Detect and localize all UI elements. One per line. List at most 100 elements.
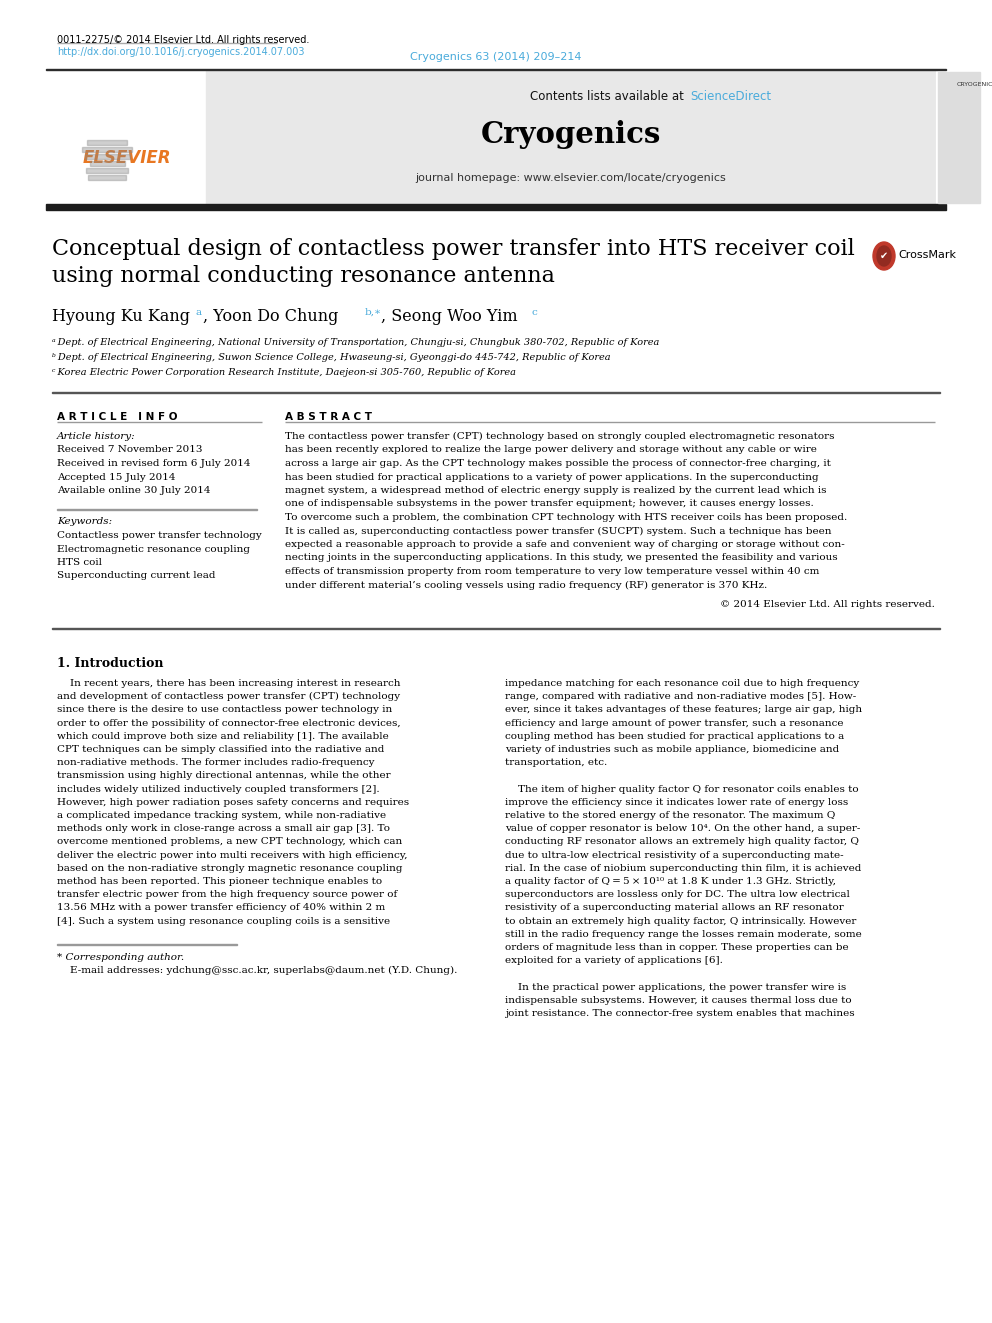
- Text: Received 7 November 2013: Received 7 November 2013: [57, 446, 202, 455]
- Text: However, high power radiation poses safety concerns and requires: However, high power radiation poses safe…: [57, 798, 409, 807]
- Text: ᶜ Korea Electric Power Corporation Research Institute, Daejeon-si 305-760, Repub: ᶜ Korea Electric Power Corporation Resea…: [52, 368, 516, 377]
- Text: It is called as, superconducting contactless power transfer (SUCPT) system. Such: It is called as, superconducting contact…: [285, 527, 831, 536]
- Text: Accepted 15 July 2014: Accepted 15 July 2014: [57, 472, 176, 482]
- Text: conducting RF resonator allows an extremely high quality factor, Q: conducting RF resonator allows an extrem…: [505, 837, 859, 847]
- Text: , Yoon Do Chung: , Yoon Do Chung: [203, 308, 338, 325]
- Text: © 2014 Elsevier Ltd. All rights reserved.: © 2014 Elsevier Ltd. All rights reserved…: [720, 601, 935, 609]
- Text: To overcome such a problem, the combination CPT technology with HTS receiver coi: To overcome such a problem, the combinat…: [285, 513, 847, 523]
- Text: methods only work in close-range across a small air gap [3]. To: methods only work in close-range across …: [57, 824, 390, 833]
- Text: The item of higher quality factor Q for resonator coils enables to: The item of higher quality factor Q for …: [505, 785, 859, 794]
- Text: variety of industries such as mobile appliance, biomedicine and: variety of industries such as mobile app…: [505, 745, 839, 754]
- Text: 1. Introduction: 1. Introduction: [57, 658, 164, 669]
- Text: relative to the stored energy of the resonator. The maximum Q: relative to the stored energy of the res…: [505, 811, 835, 820]
- Text: A R T I C L E   I N F O: A R T I C L E I N F O: [57, 411, 178, 422]
- Text: b,∗: b,∗: [365, 308, 382, 318]
- Text: coupling method has been studied for practical applications to a: coupling method has been studied for pra…: [505, 732, 844, 741]
- Text: magnet system, a widespread method of electric energy supply is realized by the : magnet system, a widespread method of el…: [285, 486, 826, 495]
- Text: and development of contactless power transfer (CPT) technology: and development of contactless power tra…: [57, 692, 400, 701]
- Text: method has been reported. This pioneer technique enables to: method has been reported. This pioneer t…: [57, 877, 382, 886]
- Ellipse shape: [873, 242, 895, 270]
- Text: ScienceDirect: ScienceDirect: [690, 90, 771, 103]
- Text: includes widely utilized inductively coupled transformers [2].: includes widely utilized inductively cou…: [57, 785, 380, 794]
- Text: Superconducting current lead: Superconducting current lead: [57, 572, 215, 581]
- Bar: [46, 69, 946, 70]
- Text: which could improve both size and reliability [1]. The available: which could improve both size and reliab…: [57, 732, 389, 741]
- Text: due to ultra-low electrical resistivity of a superconducting mate-: due to ultra-low electrical resistivity …: [505, 851, 843, 860]
- Text: overcome mentioned problems, a new CPT technology, which can: overcome mentioned problems, a new CPT t…: [57, 837, 402, 847]
- Text: exploited for a variety of applications [6].: exploited for a variety of applications …: [505, 957, 723, 966]
- Text: ELSEVIER: ELSEVIER: [82, 149, 172, 167]
- Text: joint resistance. The connector-free system enables that machines: joint resistance. The connector-free sys…: [505, 1009, 855, 1017]
- Text: still in the radio frequency range the losses remain moderate, some: still in the radio frequency range the l…: [505, 930, 862, 939]
- Bar: [88, 175, 126, 180]
- Text: In recent years, there has been increasing interest in research: In recent years, there has been increasi…: [57, 679, 401, 688]
- Text: Article history:: Article history:: [57, 433, 136, 441]
- Text: expected a reasonable approach to provide a safe and convenient way of charging : expected a reasonable approach to provid…: [285, 540, 845, 549]
- Text: Received in revised form 6 July 2014: Received in revised form 6 July 2014: [57, 459, 251, 468]
- Text: has been studied for practical applications to a variety of power applications. : has been studied for practical applicati…: [285, 472, 818, 482]
- Text: ever, since it takes advantages of these features; large air gap, high: ever, since it takes advantages of these…: [505, 705, 862, 714]
- Text: value of copper resonator is below 10⁴. On the other hand, a super-: value of copper resonator is below 10⁴. …: [505, 824, 860, 833]
- Text: E-mail addresses: ydchung@ssc.ac.kr, superlabs@daum.net (Y.D. Chung).: E-mail addresses: ydchung@ssc.ac.kr, sup…: [57, 966, 457, 975]
- Text: [4]. Such a system using resonance coupling coils is a sensitive: [4]. Such a system using resonance coupl…: [57, 917, 390, 926]
- Text: since there is the desire to use contactless power technology in: since there is the desire to use contact…: [57, 705, 392, 714]
- Text: improve the efficiency since it indicates lower rate of energy loss: improve the efficiency since it indicate…: [505, 798, 848, 807]
- Bar: [46, 204, 946, 210]
- Text: transmission using highly directional antennas, while the other: transmission using highly directional an…: [57, 771, 391, 781]
- Text: Keywords:: Keywords:: [57, 517, 112, 527]
- Text: 13.56 MHz with a power transfer efficiency of 40% within 2 m: 13.56 MHz with a power transfer efficien…: [57, 904, 385, 913]
- Text: resistivity of a superconducting material allows an RF resonator: resistivity of a superconducting materia…: [505, 904, 844, 913]
- Text: The contactless power transfer (CPT) technology based on strongly coupled electr: The contactless power transfer (CPT) tec…: [285, 433, 834, 441]
- Text: based on the non-radiative strongly magnetic resonance coupling: based on the non-radiative strongly magn…: [57, 864, 403, 873]
- Text: c: c: [532, 308, 538, 318]
- Text: effects of transmission property from room temperature to very low temperature v: effects of transmission property from ro…: [285, 568, 819, 576]
- Bar: [206, 70, 936, 205]
- Text: Conceptual design of contactless power transfer into HTS receiver coil: Conceptual design of contactless power t…: [52, 238, 855, 261]
- Text: efficiency and large amount of power transfer, such a resonance: efficiency and large amount of power tra…: [505, 718, 843, 728]
- Text: Hyoung Ku Kang: Hyoung Ku Kang: [52, 308, 190, 325]
- Text: * Corresponding author.: * Corresponding author.: [57, 953, 185, 962]
- Text: order to offer the possibility of connector-free electronic devices,: order to offer the possibility of connec…: [57, 718, 401, 728]
- Bar: [938, 71, 980, 202]
- Text: CrossMark: CrossMark: [898, 250, 956, 261]
- Text: a: a: [195, 308, 201, 318]
- Text: Contents lists available at: Contents lists available at: [530, 90, 687, 103]
- Text: Contactless power transfer technology: Contactless power transfer technology: [57, 531, 262, 540]
- Text: journal homepage: www.elsevier.com/locate/cryogenics: journal homepage: www.elsevier.com/locat…: [416, 173, 726, 183]
- Text: A B S T R A C T: A B S T R A C T: [285, 411, 372, 422]
- Text: transportation, etc.: transportation, etc.: [505, 758, 607, 767]
- Bar: [936, 70, 982, 205]
- Text: HTS coil: HTS coil: [57, 558, 102, 568]
- Text: necting joints in the superconducting applications. In this study, we presented : necting joints in the superconducting ap…: [285, 553, 837, 562]
- Text: Cryogenics 63 (2014) 209–214: Cryogenics 63 (2014) 209–214: [411, 52, 581, 62]
- Text: ᵃ Dept. of Electrical Engineering, National University of Transportation, Chungj: ᵃ Dept. of Electrical Engineering, Natio…: [52, 337, 660, 347]
- Text: 0011-2275/© 2014 Elsevier Ltd. All rights reserved.: 0011-2275/© 2014 Elsevier Ltd. All right…: [57, 34, 310, 45]
- Text: In the practical power applications, the power transfer wire is: In the practical power applications, the…: [505, 983, 846, 992]
- Bar: [89, 161, 125, 165]
- Text: a quality factor of Q = 5 × 10¹⁰ at 1.8 K under 1.3 GHz. Strictly,: a quality factor of Q = 5 × 10¹⁰ at 1.8 …: [505, 877, 836, 886]
- Text: orders of magnitude less than in copper. These properties can be: orders of magnitude less than in copper.…: [505, 943, 848, 953]
- Text: CPT techniques can be simply classified into the radiative and: CPT techniques can be simply classified …: [57, 745, 384, 754]
- Text: a complicated impedance tracking system, while non-radiative: a complicated impedance tracking system,…: [57, 811, 386, 820]
- Bar: [87, 140, 127, 146]
- Text: using normal conducting resonance antenna: using normal conducting resonance antenn…: [52, 265, 555, 287]
- Text: http://dx.doi.org/10.1016/j.cryogenics.2014.07.003: http://dx.doi.org/10.1016/j.cryogenics.2…: [57, 48, 305, 57]
- Bar: [82, 147, 132, 152]
- Text: Available online 30 July 2014: Available online 30 July 2014: [57, 486, 210, 495]
- Text: non-radiative methods. The former includes radio-frequency: non-radiative methods. The former includ…: [57, 758, 375, 767]
- Text: has been recently explored to realize the large power delivery and storage witho: has been recently explored to realize th…: [285, 446, 816, 455]
- Text: ᵇ Dept. of Electrical Engineering, Suwon Science College, Hwaseung-si, Gyeonggi-: ᵇ Dept. of Electrical Engineering, Suwon…: [52, 353, 611, 363]
- Bar: [46, 70, 206, 205]
- Text: superconductors are lossless only for DC. The ultra low electrical: superconductors are lossless only for DC…: [505, 890, 850, 900]
- Text: transfer electric power from the high frequency source power of: transfer electric power from the high fr…: [57, 890, 397, 900]
- Text: range, compared with radiative and non-radiative modes [5]. How-: range, compared with radiative and non-r…: [505, 692, 856, 701]
- Text: CRYOGENICS: CRYOGENICS: [957, 82, 992, 87]
- Text: to obtain an extremely high quality factor, Q intrinsically. However: to obtain an extremely high quality fact…: [505, 917, 856, 926]
- Text: Electromagnetic resonance coupling: Electromagnetic resonance coupling: [57, 545, 250, 553]
- Text: one of indispensable subsystems in the power transfer equipment; however, it cau: one of indispensable subsystems in the p…: [285, 500, 813, 508]
- Text: under different material’s cooling vessels using radio frequency (RF) generator : under different material’s cooling vesse…: [285, 581, 767, 590]
- Text: Cryogenics: Cryogenics: [481, 120, 662, 149]
- Bar: [86, 168, 128, 173]
- Text: across a large air gap. As the CPT technology makes possible the process of conn: across a large air gap. As the CPT techn…: [285, 459, 831, 468]
- Text: , Seong Woo Yim: , Seong Woo Yim: [381, 308, 518, 325]
